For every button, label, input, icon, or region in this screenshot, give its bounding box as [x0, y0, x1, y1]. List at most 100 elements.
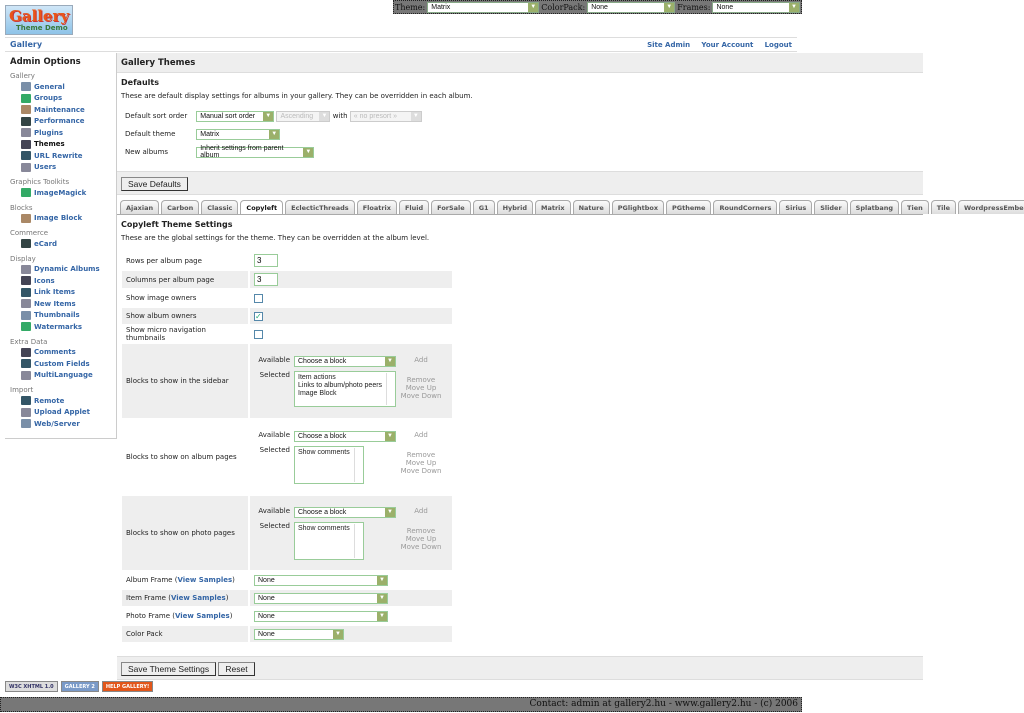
sidebar-item-groups[interactable]: Groups [10, 93, 111, 105]
sidebar-item-themes[interactable]: Themes [10, 139, 111, 151]
remove-block-button[interactable]: Remove [406, 526, 436, 535]
remove-block-button[interactable]: Remove [406, 375, 436, 384]
sidebar-item-web-server[interactable]: Web/Server [10, 418, 111, 430]
available-blocks-select-sidebar[interactable]: Choose a block ▼ [294, 355, 396, 367]
sidebar-item-thumbnails[interactable]: Thumbnails [10, 310, 111, 322]
selected-block-item[interactable]: Show comments [298, 448, 350, 456]
color-pack-select[interactable]: None ▼ [254, 628, 344, 640]
tab-pgtheme[interactable]: PGtheme [666, 200, 712, 214]
theme-select[interactable]: Matrix ▼ [427, 1, 540, 13]
tab-slider[interactable]: Slider [814, 200, 848, 214]
sidebar-item-plugins[interactable]: Plugins [10, 127, 111, 139]
sidebar-item-dynamic-albums[interactable]: Dynamic Albums [10, 264, 111, 276]
sidebar-item-ecard[interactable]: eCard [10, 238, 111, 250]
default-theme-select[interactable]: Matrix ▼ [196, 128, 281, 140]
item-frame-view-samples-link[interactable]: View Samples [170, 594, 226, 602]
add-block-button[interactable]: Add [414, 430, 428, 439]
sidebar-item-url-rewrite[interactable]: URL Rewrite [10, 150, 111, 162]
selected-blocks-list-photo-pages[interactable]: Show comments [294, 521, 364, 560]
breadcrumb-gallery[interactable]: Gallery [10, 40, 43, 49]
selected-block-item[interactable]: Links to album/photo peers [298, 381, 383, 389]
move-up-button[interactable]: Move Up [405, 458, 437, 467]
available-blocks-select-photo-pages[interactable]: Choose a block ▼ [294, 506, 396, 518]
move-up-button[interactable]: Move Up [405, 383, 437, 392]
scrollbar[interactable] [354, 523, 362, 558]
album-frame-view-samples-link[interactable]: View Samples [177, 576, 233, 584]
sidebar-item-performance[interactable]: Performance [10, 116, 111, 128]
sidebar-item-upload-applet[interactable]: Upload Applet [10, 407, 111, 419]
tab-fluid[interactable]: Fluid [398, 200, 430, 214]
sidebar-item-remote[interactable]: Remote [10, 395, 111, 407]
sidebar-item-multilanguage[interactable]: MultiLanguage [10, 370, 111, 382]
new-albums-select[interactable]: Inherit settings from parent album ▼ [196, 145, 315, 159]
tab-splatbang[interactable]: Splatbang [849, 200, 900, 214]
logout-link[interactable]: Logout [764, 40, 792, 49]
add-block-button[interactable]: Add [414, 506, 428, 515]
tab-carbon[interactable]: Carbon [161, 200, 200, 214]
frames-select[interactable]: None ▼ [712, 1, 800, 13]
move-up-button[interactable]: Move Up [405, 534, 437, 543]
sidebar-item-watermarks[interactable]: Watermarks [10, 321, 111, 333]
sidebar-item-comments[interactable]: Comments [10, 347, 111, 359]
selected-block-item[interactable]: Show comments [298, 524, 350, 532]
save-defaults-button[interactable]: Save Defaults [121, 177, 188, 191]
selected-blocks-list-album-pages[interactable]: Show comments [294, 445, 364, 484]
show-micro-nav-checkbox[interactable] [254, 329, 263, 339]
album-frame-select[interactable]: None ▼ [254, 574, 388, 586]
selected-blocks-list-sidebar[interactable]: Item actions Links to album/photo peers Im… [294, 370, 396, 407]
tab-floatrix[interactable]: Floatrix [356, 200, 397, 214]
selected-block-item[interactable]: Item actions [298, 373, 336, 381]
reset-button[interactable]: Reset [218, 662, 255, 676]
move-down-button[interactable]: Move Down [400, 542, 442, 551]
w3c-xhtml-badge[interactable]: W3C XHTML 1.0 [5, 681, 58, 692]
site-admin-link[interactable]: Site Admin [647, 40, 691, 49]
show-image-owners-checkbox[interactable] [254, 293, 263, 303]
rows-per-page-input[interactable] [254, 254, 278, 267]
sidebar-item-link-items[interactable]: Link Items [10, 287, 111, 299]
tab-pglightbox[interactable]: PGlightbox [611, 200, 665, 214]
move-down-button[interactable]: Move Down [400, 466, 442, 475]
photo-frame-view-samples-link[interactable]: View Samples [174, 612, 230, 620]
gallery-logo[interactable]: Gallery Theme Demo [5, 5, 73, 35]
photo-frame-select[interactable]: None ▼ [254, 610, 388, 622]
sort-order-select[interactable]: Manual sort order ▼ [196, 110, 275, 122]
help-gallery-badge[interactable]: HELP GALLERY! [101, 681, 154, 692]
sidebar-item-maintenance[interactable]: Maintenance [10, 104, 111, 116]
tab-eclecticthreads[interactable]: EclecticThreads [285, 200, 355, 214]
move-down-button[interactable]: Move Down [400, 391, 442, 400]
your-account-link[interactable]: Your Account [701, 40, 754, 49]
sidebar-item-general[interactable]: General [10, 81, 111, 93]
tab-tien[interactable]: Tien [901, 200, 929, 214]
gallery2-badge[interactable]: GALLERY 2 [60, 681, 99, 692]
columns-per-page-input[interactable] [254, 273, 278, 286]
selected-block-item[interactable]: Image Block [298, 389, 337, 397]
tab-tile[interactable]: Tile [930, 200, 957, 214]
scrollbar[interactable] [354, 447, 362, 482]
tab-nature[interactable]: Nature [572, 200, 610, 214]
tab-roundcorners[interactable]: RoundCorners [713, 200, 778, 214]
add-block-button[interactable]: Add [414, 355, 428, 364]
tab-sirius[interactable]: Sirius [779, 200, 813, 214]
sidebar-item-custom-fields[interactable]: Custom Fields [10, 358, 111, 370]
sidebar-item-imagemagick[interactable]: ImageMagick [10, 187, 111, 199]
colorpack-select[interactable]: None ▼ [587, 1, 676, 13]
tab-forsale[interactable]: ForSale [431, 200, 471, 214]
tab-wordpressembedded[interactable]: WordpressEmbedded [958, 200, 1024, 214]
available-blocks-select-album-pages[interactable]: Choose a block ▼ [294, 430, 396, 442]
show-album-owners-checkbox[interactable]: ✓ [254, 311, 263, 321]
sidebar-item-image-block[interactable]: Image Block [10, 213, 111, 225]
tab-g1[interactable]: G1 [472, 200, 495, 214]
tab-copyleft[interactable]: Copyleft [240, 200, 284, 215]
tab-matrix[interactable]: Matrix [534, 200, 571, 214]
tab-ajaxian[interactable]: Ajaxian [120, 200, 160, 214]
remove-block-button[interactable]: Remove [406, 450, 436, 459]
scrollbar[interactable] [386, 372, 394, 405]
item-frame-select[interactable]: None ▼ [254, 592, 388, 604]
tab-hybrid[interactable]: Hybrid [496, 200, 533, 214]
chevron-down-icon: ▼ [377, 611, 387, 621]
sidebar-item-users[interactable]: Users [10, 162, 111, 174]
tab-classic[interactable]: Classic [201, 200, 239, 214]
sidebar-item-icons[interactable]: Icons [10, 275, 111, 287]
sidebar-item-new-items[interactable]: New Items [10, 298, 111, 310]
save-theme-settings-button[interactable]: Save Theme Settings [121, 662, 217, 676]
